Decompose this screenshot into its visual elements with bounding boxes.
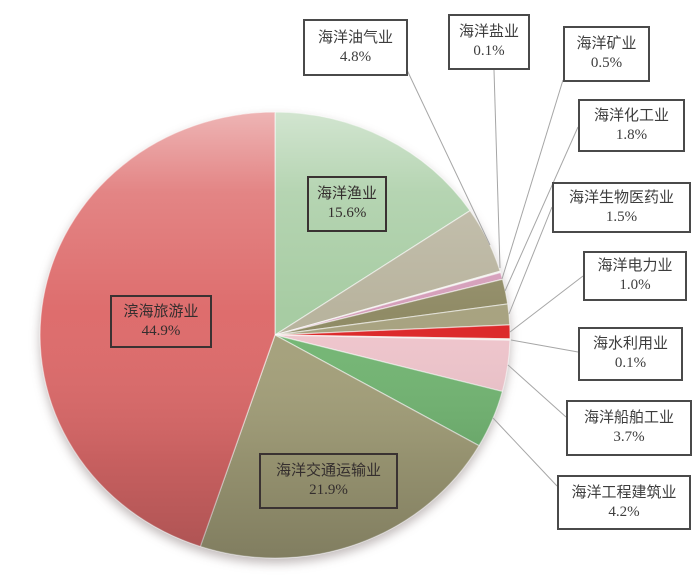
leader-lines-group [406,69,584,487]
slice-label: 海洋电力业 [597,258,673,275]
slice-percent: 0.1% [473,43,505,60]
leader-line-oil-gas [406,69,491,246]
label-box-fishery: 海洋渔业 15.6% [307,176,387,232]
label-box-shipbuilding: 海洋船舶工业 3.7% [566,400,692,456]
leader-line-mining [501,79,564,280]
slice-percent: 3.7% [613,429,645,446]
slice-label: 海洋矿业 [576,36,637,53]
slice-percent: 1.5% [605,208,638,225]
leader-line-biomedicine [508,206,553,315]
label-box-biomedicine: 海洋生物医药业 1.5% [552,182,691,233]
slice-label: 滨海旅游业 [123,303,199,320]
slice-percent: 44.9% [141,322,181,339]
slice-percent: 21.9% [309,482,348,499]
slice-label: 海洋交通运输业 [275,463,381,480]
slice-percent: 0.5% [590,55,623,72]
slice-percent: 15.6% [327,205,367,222]
label-box-chemical: 海洋化工业 1.8% [578,99,685,152]
leader-line-seawater-use [510,339,579,353]
label-box-electric-power: 海洋电力业 1.0% [583,251,687,301]
label-box-oil-gas: 海洋油气业 4.8% [303,19,408,76]
slice-label: 海洋化工业 [593,107,669,124]
label-box-transportation: 海洋交通运输业 21.9% [259,453,398,509]
label-box-seawater-use: 海水利用业 0.1% [578,327,683,381]
label-box-coastal-tourism: 滨海旅游业 44.9% [110,295,212,348]
slice-label: 海洋船舶工业 [583,410,674,427]
leader-line-shipbuilding [507,364,567,418]
pie-gloss-overlay [40,112,510,558]
leader-line-engineering-construction [492,417,558,487]
slice-percent: 4.2% [608,503,640,520]
slice-label: 海水利用业 [592,336,668,353]
slice-percent: 0.1% [614,355,647,372]
slice-percent: 1.0% [619,277,651,294]
slice-percent: 1.8% [615,126,648,143]
slice-label: 海洋油气业 [317,29,393,46]
label-box-salt: 海洋盐业 0.1% [448,14,530,70]
label-box-mining: 海洋矿业 0.5% [563,26,650,82]
slice-percent: 4.8% [339,48,372,65]
label-box-engineering-construction: 海洋工程建筑业 4.2% [557,475,691,530]
leader-line-electric-power [509,275,584,333]
leader-line-salt [493,69,501,269]
slice-label: 海洋生物医药业 [568,189,674,206]
slice-label: 海洋渔业 [316,186,377,203]
slice-label: 海洋工程建筑业 [571,484,677,501]
slice-label: 海洋盐业 [458,24,519,41]
leader-line-chemical [504,126,579,292]
